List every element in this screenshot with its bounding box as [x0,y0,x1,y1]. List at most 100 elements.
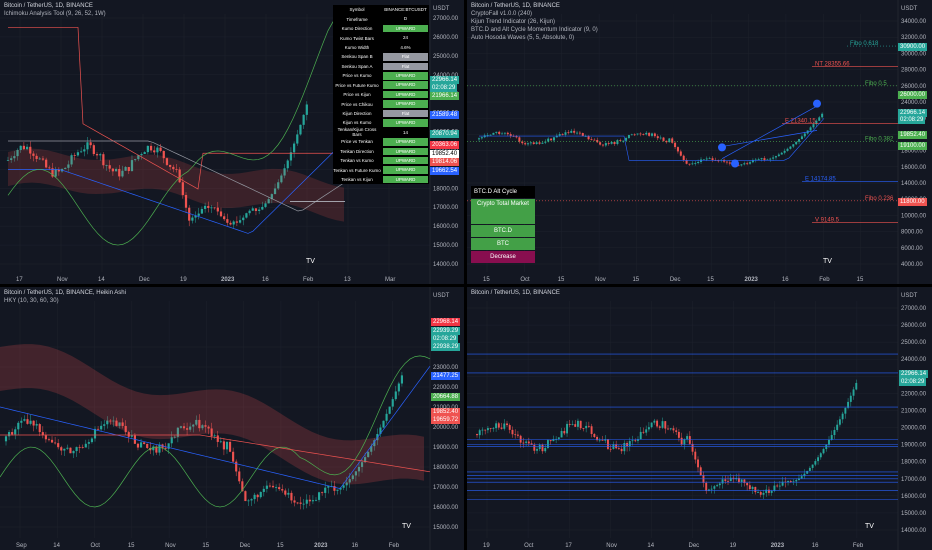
chart-pane-heikin-ashi[interactable]: 24000.0023000.0022000.0021000.0020000.00… [0,287,464,550]
candle [6,160,10,161]
candle [394,391,397,400]
chart-header: Bitcoin / TetherUS, 1D, BINANCE, Heikin … [4,289,126,305]
candle [333,486,336,491]
candle [181,182,184,195]
candle [351,475,354,480]
candle [22,145,26,150]
candle [299,124,302,135]
candle [73,155,76,156]
price-tag: 30900.00 [898,43,928,51]
table-value: 4.6% [383,43,428,52]
candle [20,420,23,423]
candle [19,145,22,151]
chart-pane-horizontal-levels[interactable]: 27000.0026000.0025000.0024000.0023000.00… [467,287,932,550]
candle [574,424,577,427]
candle [284,490,287,495]
candle [688,163,691,165]
candle [748,485,751,490]
tradingview-logo[interactable]: TV [402,523,411,530]
candle [391,399,394,407]
y-axis-tick-label: 27000.00 [901,306,927,312]
y-axis-tick-label: 19000.00 [433,445,459,451]
candle [768,489,770,493]
chart-canvas[interactable]: 27000.0026000.0025000.0024000.0023000.00… [467,287,932,550]
tradingview-logo[interactable]: TV [306,258,315,265]
candle [251,208,254,211]
candle [481,429,484,431]
candle [292,143,296,153]
candle [769,158,772,160]
price-tag: 22966.14 [899,370,929,378]
candle [501,133,504,135]
y-axis-tick-label: 16000.00 [433,505,459,511]
candle [176,427,179,437]
candle [685,160,688,164]
price-tag: 02:08:29 [430,84,458,92]
x-axis-tick-label: 2023 [314,543,328,549]
alt-cycle-box: Decrease [471,251,535,263]
candle [729,477,732,482]
chart-canvas[interactable]: 27000.0026000.0025000.0024000.0023000.00… [0,0,464,284]
x-axis-tick-label: 16 [812,543,819,549]
fibo-level-label: E 14174.85 [805,177,836,183]
candle [397,383,400,392]
chart-pane-ichimoku[interactable]: 27000.0026000.0025000.0024000.0023000.00… [0,0,464,284]
candle [541,444,544,452]
candle [308,499,311,502]
candle [60,447,63,451]
candle [192,424,195,427]
candle [80,151,83,153]
candle [278,487,281,490]
kijun-trend-line [479,118,825,161]
candle [521,141,524,144]
candle [680,437,683,445]
table-value: D [383,15,428,23]
candle [54,442,57,444]
price-tag: 20664.88 [431,393,461,401]
candle [604,143,607,146]
x-axis-tick-label: 15 [128,543,135,549]
candle [697,161,700,163]
candle [114,168,118,172]
chart-canvas[interactable]: 24000.0023000.0022000.0021000.0020000.00… [0,287,464,550]
y-axis-tick-label: 20000.00 [433,425,459,431]
table-label: Senkou Span A [341,63,373,69]
candle [89,142,92,146]
candle [647,427,650,430]
table-value: Flat [383,53,428,61]
candle [360,462,364,467]
chart-canvas[interactable]: 34000.00 32000.00 30000.00 28000.00 26000.00… [467,0,932,284]
price-tag: 22966.14 [898,109,928,117]
candle [751,160,754,163]
y-axis-tick-label: 28000.00 [901,68,927,74]
price-tag: 19852.40 [430,150,460,158]
tradingview-logo[interactable]: TV [823,258,832,265]
candle [806,470,809,474]
candle [149,145,153,151]
candle [766,159,769,161]
candle [620,448,623,452]
y-axis-tick-label: 25000.00 [901,340,927,346]
candle [672,428,675,431]
candle [238,220,242,223]
candle [582,428,585,429]
candle [478,430,481,436]
candle [232,451,235,462]
candle [197,213,200,216]
candle [26,419,29,424]
price-tag: 19852.40 [898,131,928,139]
candle [705,158,708,160]
tradingview-logo[interactable]: TV [865,523,874,530]
hosoda-wave-line [721,105,818,160]
candle [668,138,671,143]
candle [498,131,501,134]
price-tag: 19662.54 [430,167,460,175]
candle [587,425,590,427]
candle [535,142,538,144]
chart-pane-cryptofall[interactable]: 34000.00 32000.00 30000.00 28000.00 26000.00… [467,0,932,284]
candle [477,138,481,140]
candle [694,451,697,460]
candle [38,158,41,160]
price-tag: 20363.06 [430,141,460,149]
x-axis-tick-label: 2023 [221,277,235,283]
